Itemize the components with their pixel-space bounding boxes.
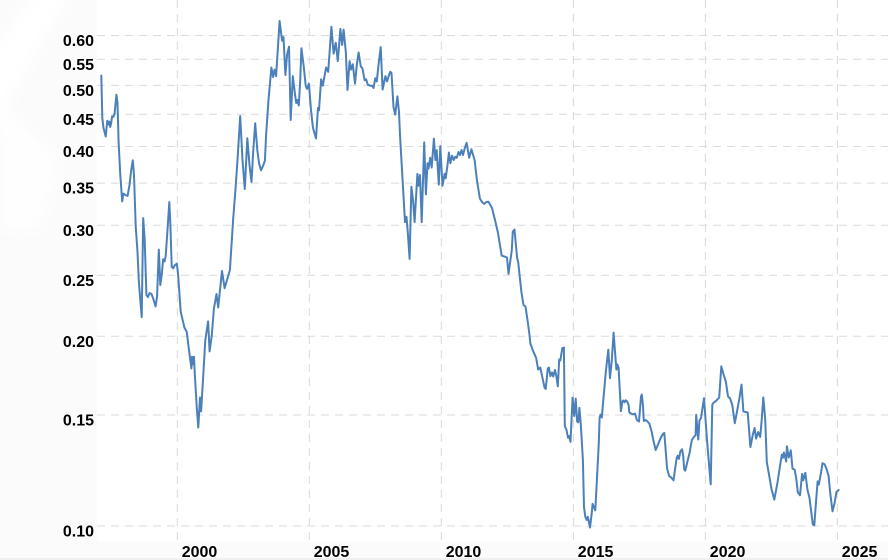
svg-text:2015: 2015 [578,544,614,560]
svg-text:0.25: 0.25 [63,273,94,290]
svg-text:0.60: 0.60 [63,33,94,50]
svg-text:0.10: 0.10 [63,524,94,541]
svg-text:0.15: 0.15 [63,413,94,430]
svg-text:0.45: 0.45 [63,112,94,129]
svg-text:0.50: 0.50 [63,83,94,100]
svg-text:0.30: 0.30 [63,223,94,240]
svg-text:2025: 2025 [842,544,878,560]
svg-text:0.35: 0.35 [63,181,94,198]
svg-text:2005: 2005 [314,544,350,560]
svg-text:2020: 2020 [710,544,746,560]
svg-text:0.20: 0.20 [63,334,94,351]
svg-text:2000: 2000 [182,544,218,560]
svg-text:2010: 2010 [446,544,482,560]
svg-text:0.55: 0.55 [63,57,94,74]
svg-text:0.40: 0.40 [63,144,94,161]
